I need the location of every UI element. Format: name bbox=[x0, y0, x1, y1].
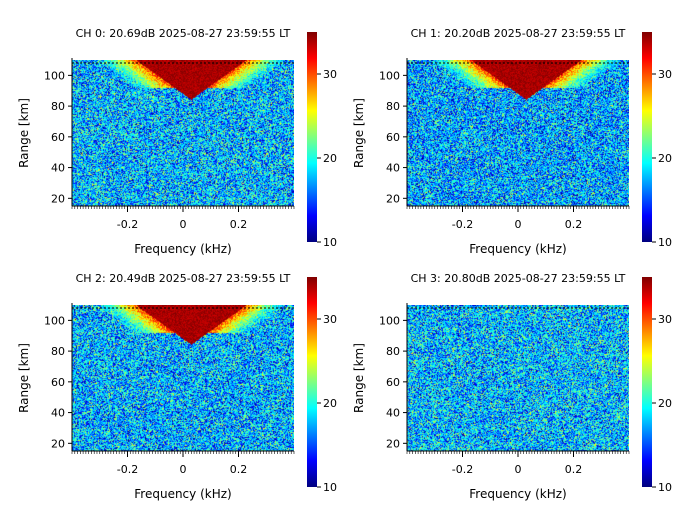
y-tick-label: 20 bbox=[386, 437, 400, 450]
x-tick-label: 0.2 bbox=[565, 463, 583, 476]
x-tick-label: 0.2 bbox=[230, 218, 248, 231]
x-tick-label: 0 bbox=[515, 218, 522, 231]
panel-ch3: CH 3: 20.80dB 2025-08-27 23:59:55 LT -0.2… bbox=[352, 272, 672, 501]
colorbar bbox=[642, 277, 652, 487]
colorbar bbox=[642, 32, 652, 242]
heatmap-image bbox=[407, 60, 629, 206]
colorbar-tick-label: 30 bbox=[323, 313, 337, 326]
colorbar-tick-label: 20 bbox=[658, 152, 672, 165]
y-tick-label: 60 bbox=[386, 376, 400, 389]
y-tick-label: 80 bbox=[51, 100, 65, 113]
panel-title: CH 3: 20.80dB 2025-08-27 23:59:55 LT bbox=[411, 272, 626, 285]
heatmap-image bbox=[72, 305, 294, 451]
x-tick-label: -0.2 bbox=[452, 218, 473, 231]
y-tick-label: 40 bbox=[386, 162, 400, 175]
colorbar-tick-label: 10 bbox=[323, 236, 337, 249]
colorbar-tick-label: 30 bbox=[658, 68, 672, 81]
y-tick-label: 100 bbox=[44, 314, 65, 327]
colorbar-tick-label: 10 bbox=[658, 481, 672, 494]
colorbar bbox=[307, 32, 317, 242]
y-tick-label: 100 bbox=[44, 69, 65, 82]
y-tick-label: 100 bbox=[379, 69, 400, 82]
colorbar-tick-label: 20 bbox=[323, 152, 337, 165]
y-tick-label: 20 bbox=[51, 192, 65, 205]
panel-title: CH 0: 20.69dB 2025-08-27 23:59:55 LT bbox=[76, 27, 291, 40]
x-tick-label: -0.2 bbox=[452, 463, 473, 476]
panel-title: CH 1: 20.20dB 2025-08-27 23:59:55 LT bbox=[411, 27, 626, 40]
colorbar-tick-label: 10 bbox=[323, 481, 337, 494]
y-axis-label: Range [km] bbox=[17, 343, 31, 413]
x-tick-label: 0 bbox=[180, 218, 187, 231]
y-tick-label: 40 bbox=[51, 162, 65, 175]
y-axis-label: Range [km] bbox=[352, 343, 366, 413]
y-tick-label: 60 bbox=[386, 131, 400, 144]
x-tick-label: 0 bbox=[180, 463, 187, 476]
x-tick-label: 0 bbox=[515, 463, 522, 476]
colorbar-tick-label: 30 bbox=[658, 313, 672, 326]
x-axis-label: Frequency (kHz) bbox=[469, 487, 566, 501]
y-tick-label: 60 bbox=[51, 376, 65, 389]
x-tick-label: -0.2 bbox=[117, 463, 138, 476]
heatmap-image bbox=[72, 60, 294, 206]
colorbar-tick-label: 20 bbox=[323, 397, 337, 410]
y-tick-label: 40 bbox=[386, 407, 400, 420]
colorbar-tick-label: 20 bbox=[658, 397, 672, 410]
x-axis-label: Frequency (kHz) bbox=[134, 487, 231, 501]
y-tick-label: 20 bbox=[51, 437, 65, 450]
y-tick-label: 40 bbox=[51, 407, 65, 420]
x-axis-label: Frequency (kHz) bbox=[134, 242, 231, 256]
x-tick-label: 0.2 bbox=[230, 463, 248, 476]
y-tick-label: 80 bbox=[51, 345, 65, 358]
y-tick-label: 100 bbox=[379, 314, 400, 327]
y-tick-label: 20 bbox=[386, 192, 400, 205]
panel-title: CH 2: 20.49dB 2025-08-27 23:59:55 LT bbox=[76, 272, 291, 285]
y-axis-label: Range [km] bbox=[17, 98, 31, 168]
colorbar-tick-label: 10 bbox=[658, 236, 672, 249]
panel-ch1: CH 1: 20.20dB 2025-08-27 23:59:55 LT -0.2… bbox=[352, 27, 672, 256]
x-tick-label: 0.2 bbox=[565, 218, 583, 231]
y-tick-label: 60 bbox=[51, 131, 65, 144]
panel-ch2: CH 2: 20.49dB 2025-08-27 23:59:55 LT -0.2… bbox=[17, 272, 337, 501]
colorbar-tick-label: 30 bbox=[323, 68, 337, 81]
panel-ch0: CH 0: 20.69dB 2025-08-27 23:59:55 LT -0.2… bbox=[17, 27, 337, 256]
colorbar bbox=[307, 277, 317, 487]
x-axis-label: Frequency (kHz) bbox=[469, 242, 566, 256]
x-tick-label: -0.2 bbox=[117, 218, 138, 231]
y-axis-label: Range [km] bbox=[352, 98, 366, 168]
y-tick-label: 80 bbox=[386, 345, 400, 358]
y-tick-label: 80 bbox=[386, 100, 400, 113]
heatmap-image bbox=[407, 305, 629, 451]
